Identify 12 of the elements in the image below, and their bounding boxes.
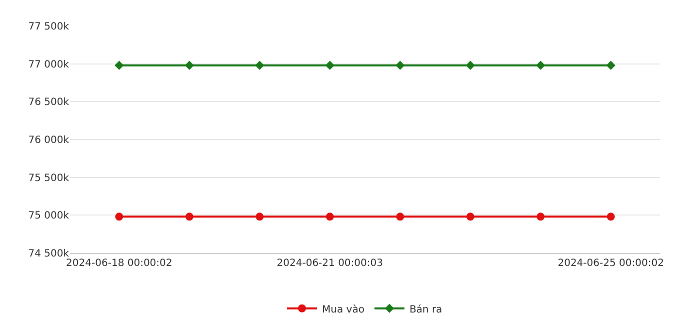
- y-tick-label: 75 500k: [28, 172, 70, 184]
- x-tick-label: 2024-06-25 00:00:02: [558, 258, 664, 269]
- y-tick-label: 77 000k: [28, 59, 70, 70]
- y-tick-label: 76 000k: [28, 135, 70, 146]
- y-tick-label: 74 500k: [28, 248, 70, 260]
- y-tick-label: 77 500k: [28, 22, 70, 32]
- y-tick-label: 76 500k: [28, 97, 70, 108]
- legend-label: Bán ra: [409, 304, 442, 316]
- x-tick-label: 2024-06-18 00:00:02: [66, 258, 172, 269]
- y-tick-label: 75 000k: [28, 210, 70, 222]
- x-tick-label: 2024-06-21 00:00:03: [276, 258, 383, 269]
- legend-label: Mua vào: [322, 304, 364, 316]
